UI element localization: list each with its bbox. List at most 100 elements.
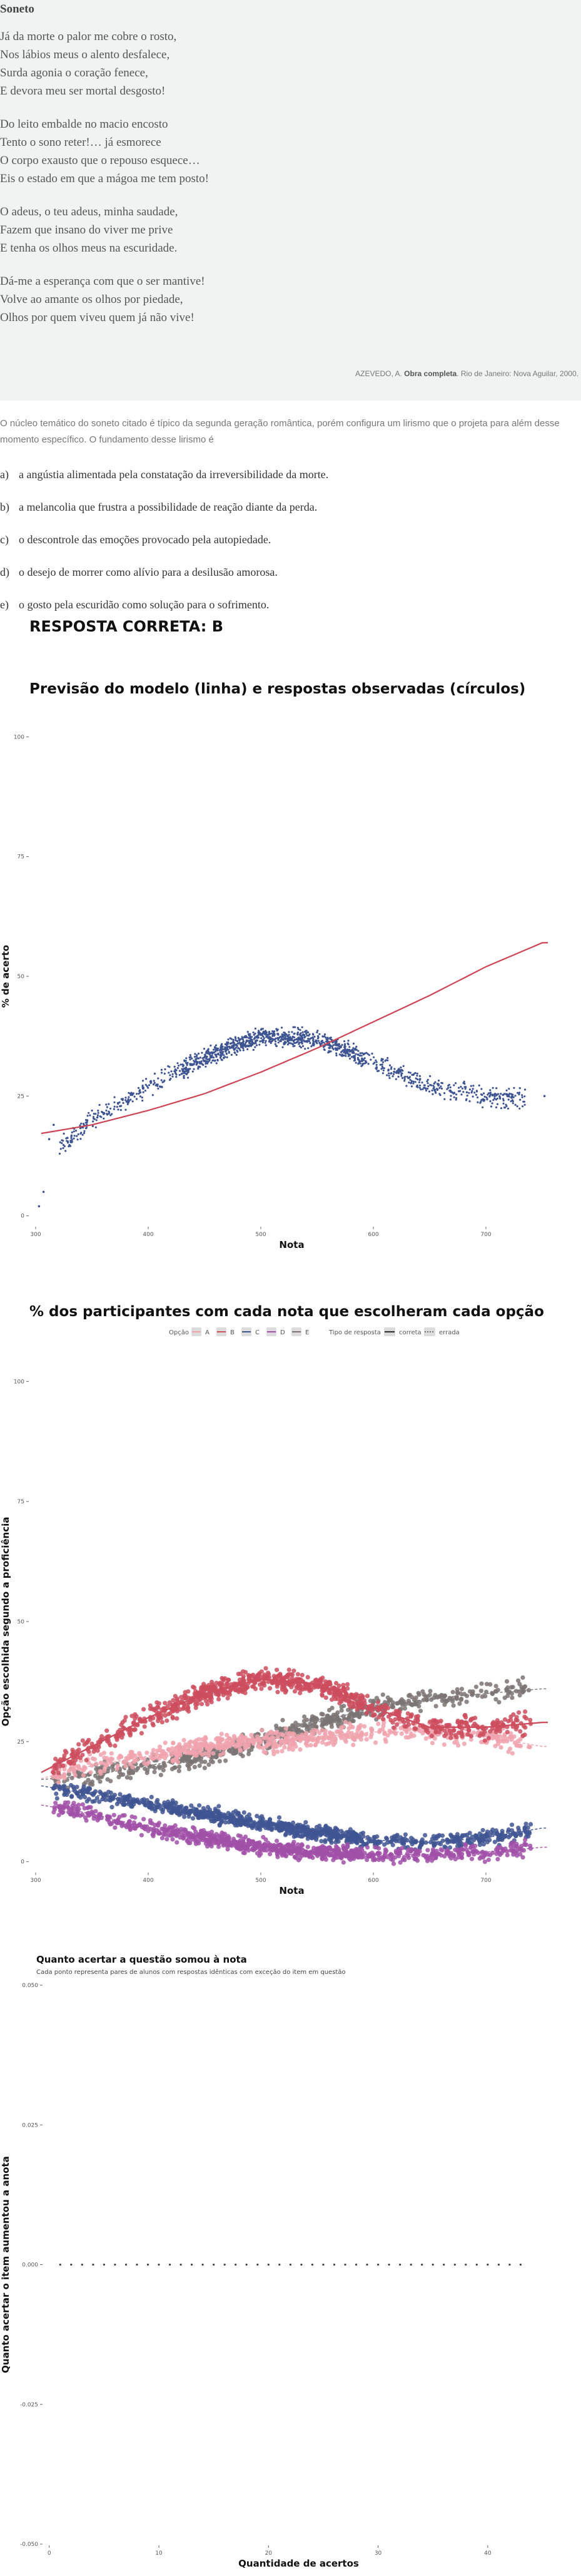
point-option-d [113,1825,118,1830]
point-option-a [362,1724,367,1729]
observed-point [432,1093,434,1095]
point-option-b [345,1682,350,1687]
point-option-b [486,1735,491,1740]
point-option-a [203,1751,208,1756]
observed-point [117,1103,119,1105]
point-option-b [278,1672,283,1677]
point-option-b [294,1685,299,1690]
point-option-c [135,1797,140,1802]
observed-point [58,1152,61,1155]
point-option-a [347,1721,352,1726]
point-option-a [498,1734,503,1739]
observed-point [284,1038,286,1041]
point-option-b [343,1690,348,1695]
observed-point [226,1056,228,1058]
observed-point [355,1053,357,1055]
observed-point [230,1053,233,1056]
point-option-b [321,1688,326,1693]
observed-point [492,1086,494,1089]
observed-point [215,1062,218,1065]
observed-point [427,1087,429,1090]
point-option-e [206,1762,211,1767]
point-option-b [63,1749,68,1754]
observed-point [352,1042,355,1045]
observed-point [449,1086,452,1088]
point-option-b [508,1717,513,1722]
observed-point [131,1093,134,1095]
point-option-a [169,1752,174,1757]
observed-point [246,1045,248,1047]
observed-point [106,1112,108,1115]
observed-point [487,1093,489,1096]
observed-point [507,1107,510,1110]
point-option-c [148,1805,153,1810]
observed-point [240,1045,243,1048]
point-option-c [87,1786,92,1791]
point-option-e [453,1696,458,1701]
observed-point [246,1036,248,1038]
observed-point [321,1041,323,1044]
chart2-legend: Opção A B C D E Tipo de resposta correta errada [169,1327,460,1336]
observed-point [171,1073,174,1075]
observed-point [347,1055,350,1058]
poem-verse: O adeus, o teu adeus, minha saudade, [0,205,178,218]
point-option-d [495,1857,500,1862]
point-option-a [356,1735,361,1740]
point-option-c [432,1836,437,1841]
observed-point [197,1057,200,1060]
observed-point [113,1108,115,1110]
observed-point [291,1036,294,1038]
point-option-a [515,1743,520,1748]
point-option-e [300,1723,305,1728]
point-option-b [292,1689,298,1694]
point-option-b [341,1686,346,1691]
observed-point [386,1059,389,1061]
observed-point [81,1133,84,1136]
observed-point [156,1085,159,1087]
observed-point [136,1093,138,1095]
observed-point [335,1043,338,1045]
point-option-d [376,1846,381,1851]
observed-point [285,1041,287,1044]
point-option-a [512,1740,518,1745]
observed-point [293,1042,296,1045]
observed-point [201,1063,204,1066]
poem-stanza: Dá-me a esperança com que o ser mantive!… [0,272,581,327]
observed-point [86,1119,89,1122]
observed-point [252,1048,255,1051]
observed-point [94,1126,97,1128]
point-option-e [526,1688,532,1693]
point-option-e [497,1700,502,1705]
point-option-b [305,1675,310,1680]
point-option-c [516,1826,521,1831]
point-option-c [384,1836,389,1841]
observed-point [256,1039,258,1042]
point-option-b [56,1771,61,1776]
observed-point [278,1036,281,1039]
point-option-a [62,1776,67,1781]
point-option-e [451,1703,456,1708]
point-option-b [495,1718,500,1723]
observed-point [313,1035,316,1038]
observed-point [163,1080,166,1082]
point-option-e [331,1712,336,1717]
point-option-b [291,1669,296,1674]
point-option-c [98,1789,103,1794]
point-option-b [259,1686,264,1691]
point-option-c [205,1804,211,1810]
observed-point [477,1101,479,1103]
point-option-a [220,1737,225,1742]
observed-point [175,1076,178,1078]
point-option-b [128,1731,133,1736]
point-option-e [478,1689,484,1694]
observed-point [205,1050,208,1053]
observed-point [86,1115,89,1117]
observed-point [460,1085,462,1088]
observed-point [514,1095,517,1097]
observed-point [510,1100,512,1103]
observed-point [281,1046,284,1048]
observed-point [361,1060,363,1063]
observed-point [357,1053,360,1056]
point-option-a [131,1759,136,1764]
point-option-b [467,1727,472,1732]
